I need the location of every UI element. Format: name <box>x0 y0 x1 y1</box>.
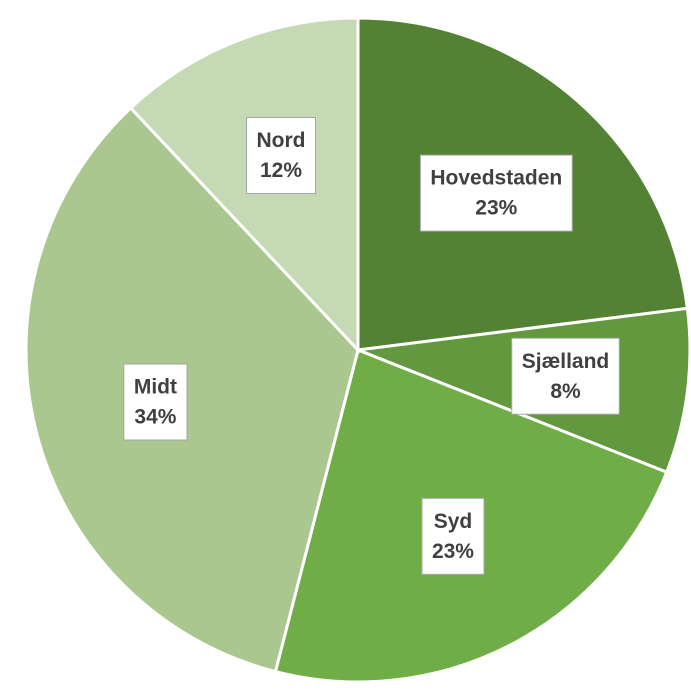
label-value: 12% <box>260 159 302 182</box>
data-label: Syd 23% <box>421 497 485 575</box>
label-box <box>246 117 317 195</box>
label-value: 8% <box>550 380 581 403</box>
label-box <box>421 497 485 575</box>
label-name: Nord <box>257 129 306 152</box>
label-box <box>123 363 188 441</box>
label-box <box>511 337 620 415</box>
data-label: Nord 12% <box>246 117 317 195</box>
label-box <box>419 154 573 232</box>
label-name: Hovedstaden <box>430 167 562 190</box>
pie-slice <box>24 105 360 674</box>
label-value: 23% <box>475 197 517 220</box>
data-label: Midt 34% <box>123 363 188 441</box>
label-name: Midt <box>134 376 177 399</box>
data-label: Hovedstaden 23% <box>419 154 573 232</box>
label-value: 23% <box>432 540 474 563</box>
label-name: Syd <box>434 510 473 533</box>
data-label: Sjælland 8% <box>511 337 620 415</box>
pie-slice <box>128 16 360 354</box>
label-name: Sjælland <box>522 350 610 373</box>
label-value: 34% <box>134 406 176 429</box>
